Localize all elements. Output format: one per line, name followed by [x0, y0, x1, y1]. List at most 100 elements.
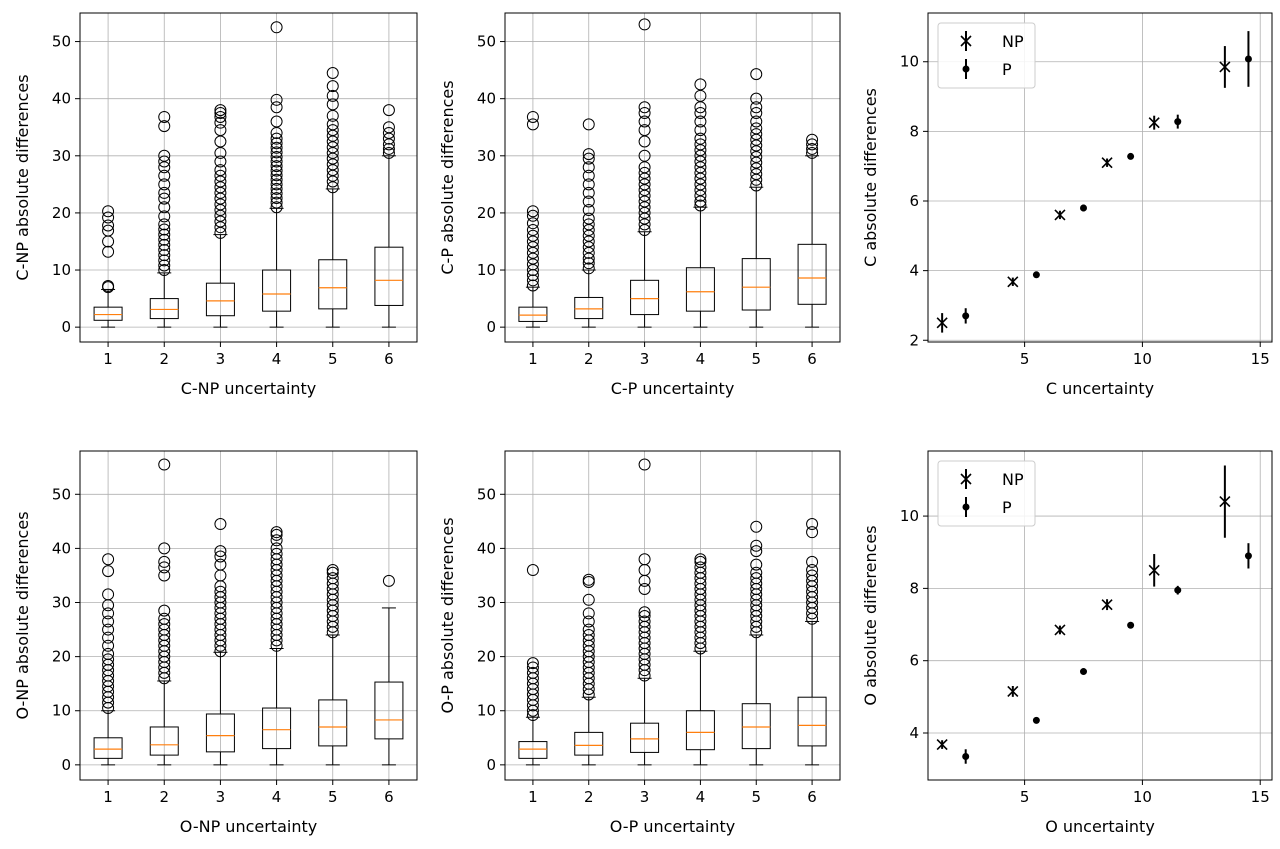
outlier-point	[270, 169, 283, 182]
outlier-point	[270, 182, 283, 195]
data-point-dot	[1127, 621, 1135, 629]
outlier-point	[382, 146, 395, 159]
outlier-point	[158, 458, 171, 471]
data-point-dot	[1174, 118, 1182, 126]
axes-frame	[504, 450, 841, 781]
grid-lines	[80, 451, 417, 780]
data-point-x	[1101, 157, 1113, 169]
outlier-point	[582, 623, 595, 636]
outlier-point	[270, 173, 283, 186]
x-tick-label: 6	[384, 788, 394, 806]
x-tick-label: 4	[272, 350, 282, 368]
outlier-point	[270, 21, 283, 34]
outlier-point	[526, 229, 539, 242]
box-iqr	[574, 731, 604, 756]
outlier-point	[270, 141, 283, 154]
box-6	[374, 574, 404, 766]
y-tick-label: 50	[52, 33, 71, 51]
outlier-point	[158, 218, 171, 231]
outlier-point	[326, 98, 339, 111]
outlier-point	[270, 547, 283, 560]
y-tick-label: 20	[477, 204, 496, 222]
outlier-point	[326, 66, 339, 79]
x-tick-label: 1	[103, 788, 113, 806]
outlier-point	[102, 631, 115, 644]
outlier-point	[158, 169, 171, 182]
chart-panel-4: 1 2 3 4 5 6 0 10 20 30 40 50 O-NP uncertainty O-NP ab…	[13, 450, 418, 836]
y-axis-label: O absolute differences	[861, 525, 880, 705]
outlier-point	[102, 211, 115, 224]
outlier-point	[750, 106, 763, 119]
outlier-point	[214, 585, 227, 598]
y-tick-label: 10	[900, 53, 919, 71]
grid-lines	[505, 13, 840, 342]
box-iqr	[374, 246, 404, 306]
outlier-point	[326, 124, 339, 137]
box-3	[630, 18, 660, 328]
x-tick-label: 4	[696, 788, 706, 806]
outlier-point	[694, 553, 707, 566]
y-tick-label: 0	[486, 318, 496, 336]
outlier-point	[270, 164, 283, 177]
y-axis-label: C-P absolute differences	[438, 80, 457, 274]
y-tick-label: 6	[909, 652, 919, 670]
outlier-point	[326, 80, 339, 93]
x-tick-label: 10	[1133, 350, 1152, 368]
box-iqr	[318, 699, 348, 747]
outlier-point	[158, 612, 171, 625]
box-1	[518, 564, 548, 766]
legend: NP P	[937, 460, 1036, 527]
x-tick-label: 3	[216, 788, 226, 806]
outlier-point	[526, 564, 539, 577]
box-1	[518, 110, 548, 328]
outlier-point	[270, 534, 283, 547]
outlier-point	[270, 526, 283, 539]
axes-frame	[504, 12, 841, 343]
x-tick-label: 1	[528, 350, 538, 368]
x-axis-label: C-P uncertainty	[611, 379, 735, 398]
box-iqr	[149, 298, 179, 320]
data-point-dot	[1032, 716, 1040, 724]
outlier-point	[694, 555, 707, 568]
outlier-point	[582, 628, 595, 641]
x-tick-label: 3	[640, 788, 650, 806]
box-3	[205, 104, 235, 328]
x-tick-label: 5	[751, 788, 761, 806]
box-2	[574, 118, 604, 328]
chart-panel-6: NP P 5 10 15 4 6 8 10 O uncertainty O absolute dif…	[861, 450, 1273, 836]
box-iqr	[93, 737, 123, 759]
box-iqr	[630, 722, 660, 753]
data-point-dot	[962, 312, 970, 320]
outlier-point	[806, 555, 819, 568]
data-point-dot	[1080, 204, 1088, 212]
outlier-point	[526, 217, 539, 230]
x-tick-label: 6	[807, 788, 817, 806]
data-point-x	[1219, 496, 1231, 508]
data-point-x	[1054, 624, 1066, 636]
outlier-point	[582, 195, 595, 208]
box-5	[741, 520, 771, 766]
box-iqr	[518, 741, 548, 759]
outlier-point	[214, 106, 227, 119]
box-iqr	[797, 696, 827, 747]
outlier-point	[806, 564, 819, 577]
y-tick-label: 20	[52, 648, 71, 666]
outlier-point	[582, 262, 595, 275]
legend-marker-dot	[962, 503, 970, 511]
outlier-point	[158, 120, 171, 133]
y-axis-label: C absolute differences	[861, 88, 880, 267]
x-axis-label: C uncertainty	[1046, 379, 1154, 398]
x-axis-label: O-NP uncertainty	[180, 817, 317, 836]
outlier-point	[270, 201, 283, 214]
y-axis-label: O-NP absolute differences	[13, 511, 32, 719]
box-1	[93, 205, 123, 328]
outlier-point	[326, 572, 339, 585]
x-tick-label: 3	[216, 350, 226, 368]
outlier-point	[158, 604, 171, 617]
outlier-point	[526, 666, 539, 679]
outlier-point	[638, 124, 651, 137]
outlier-point	[270, 93, 283, 106]
outlier-point	[214, 550, 227, 563]
box-5	[741, 68, 771, 328]
outlier-point	[582, 593, 595, 606]
